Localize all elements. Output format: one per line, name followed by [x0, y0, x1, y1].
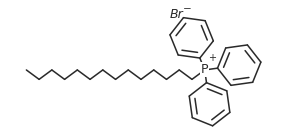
Text: P: P	[201, 63, 208, 76]
Text: +: +	[208, 53, 216, 63]
Text: −: −	[183, 4, 191, 14]
Text: Br: Br	[170, 8, 184, 21]
